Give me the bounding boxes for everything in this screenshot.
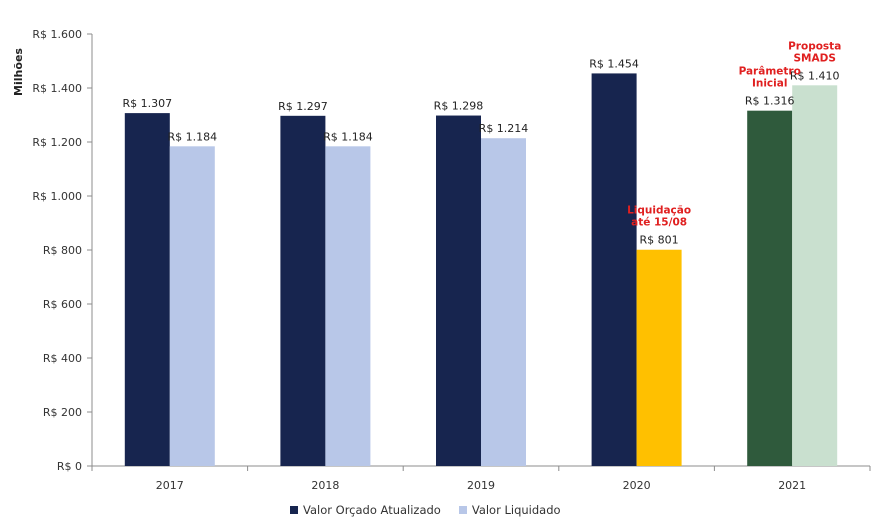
data-label: R$ 1.454 (589, 57, 639, 70)
data-label: R$ 1.298 (434, 100, 484, 113)
chart-bars (124, 73, 838, 467)
chart-axes: R$ 0 R$ 200 R$ 400 R$ 600 R$ 800 R$ 1.000 R$ 1… (12, 28, 871, 492)
y-tick-label: R$ 400 (43, 352, 82, 365)
bar-2021-series-1 (747, 110, 793, 467)
bar-2018-series-2 (325, 146, 371, 466)
data-label: R$ 1.410 (790, 69, 840, 82)
y-tick-label: R$ 1.400 (32, 82, 82, 95)
annotation: Parâmetro Inicial (739, 66, 801, 90)
y-tick-label: R$ 0 (57, 460, 82, 473)
annotation-line: até 15/08 (631, 217, 687, 229)
x-tick-label: 2020 (623, 479, 651, 492)
x-tick-label: 2021 (778, 479, 806, 492)
annotation-line: Inicial (752, 78, 788, 90)
legend-label: Valor Orçado Atualizado (303, 503, 441, 517)
bar-2020-series-1 (591, 73, 637, 467)
y-tick-label: R$ 1.200 (32, 136, 82, 149)
x-tick-label: 2019 (467, 479, 495, 492)
bar-2021-series-2 (792, 85, 838, 467)
y-tick-label: R$ 200 (43, 406, 82, 419)
chart-legend: Valor Orçado Atualizado Valor Liquidado (290, 503, 561, 517)
annotation: Liquidação até 15/08 (627, 205, 691, 229)
bar-2017-series-1 (124, 113, 170, 467)
y-tick-label: R$ 1.600 (32, 28, 82, 41)
legend-label: Valor Liquidado (471, 503, 561, 517)
x-tick-label: 2018 (311, 479, 339, 492)
bar-2019-series-2 (481, 138, 526, 466)
annotation-line: Liquidação (627, 205, 691, 217)
data-label: R$ 1.297 (278, 100, 328, 113)
legend-swatch (458, 506, 467, 514)
bar-2017-series-2 (169, 146, 215, 466)
annotation-line: SMADS (793, 52, 835, 64)
legend-swatch (290, 506, 298, 514)
data-label: R$ 801 (640, 234, 679, 247)
bar-2018-series-1 (280, 115, 326, 466)
annotation-line: Proposta (788, 40, 841, 52)
y-tick-label: R$ 800 (43, 244, 82, 257)
y-tick-label: R$ 600 (43, 298, 82, 311)
data-label: R$ 1.316 (745, 95, 795, 108)
data-label: R$ 1.184 (323, 130, 373, 143)
data-label: R$ 1.307 (122, 97, 172, 110)
y-tick-label: R$ 1.000 (32, 190, 82, 203)
y-axis-title: Milhões (12, 48, 25, 96)
legend-item-series-1: Valor Orçado Atualizado (290, 503, 441, 517)
data-label: R$ 1.214 (479, 122, 529, 135)
bar-2019-series-1 (436, 115, 481, 466)
data-label: R$ 1.184 (167, 130, 217, 143)
x-tick-label: 2017 (156, 479, 184, 492)
bar-2020-series-2 (636, 249, 682, 466)
annotation-line: Parâmetro (739, 66, 801, 78)
annotation: Proposta SMADS (788, 40, 841, 64)
chart-labels: R$ 1.307 R$ 1.184 R$ 1.297 R$ 1.184 R$ 1.298… (122, 40, 841, 246)
legend-item-series-2: Valor Liquidado (458, 503, 561, 517)
